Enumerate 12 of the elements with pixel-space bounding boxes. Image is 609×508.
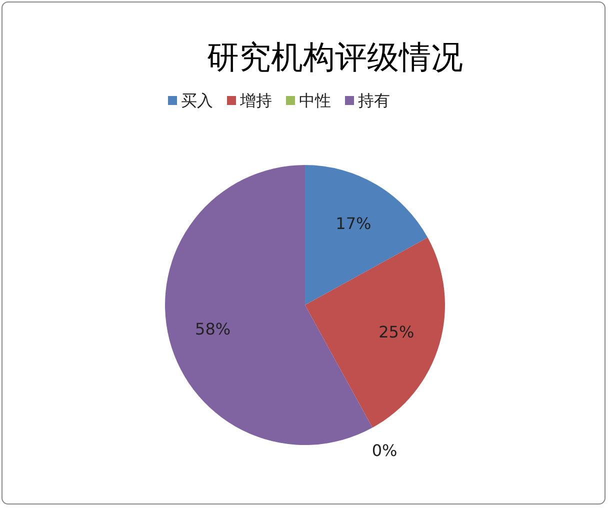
legend-label: 持有 xyxy=(358,91,390,110)
data-label: 25% xyxy=(378,322,414,342)
text: 0% xyxy=(372,440,398,460)
legend-label: 中性 xyxy=(299,91,331,110)
chart-title: 研究机构评级情况 xyxy=(207,38,463,76)
pie-slice xyxy=(305,165,428,305)
data-label: 17% xyxy=(336,214,372,234)
pie-slice xyxy=(305,238,445,428)
data-label: 58% xyxy=(195,320,231,339)
legend-label: 买入 xyxy=(181,91,213,110)
legend-label: 增持 xyxy=(239,91,272,110)
pie-slice xyxy=(165,165,372,445)
